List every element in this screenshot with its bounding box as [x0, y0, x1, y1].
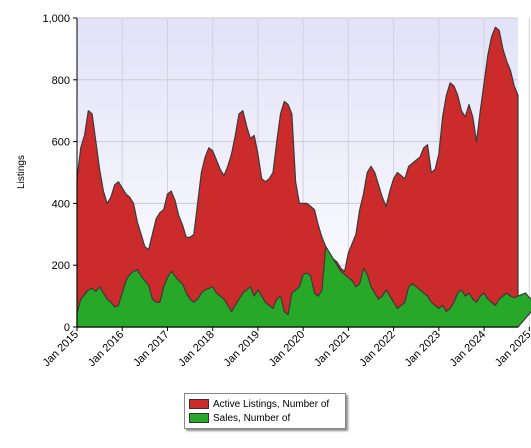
legend-label-sales: Sales, Number of — [213, 412, 291, 424]
y-tick-label: 400 — [52, 198, 70, 210]
y-tick-labels: 0 200 400 600 800 1,000 — [42, 13, 70, 334]
legend-item-active: Active Listings, Number of — [189, 397, 341, 411]
y-tick-label: 0 — [64, 322, 70, 334]
y-tick-label: 200 — [52, 260, 70, 272]
axes — [73, 17, 530, 331]
y-tick-label: 600 — [52, 137, 70, 149]
y-axis-label: Listings — [16, 155, 27, 189]
area-series-0 — [76, 26, 519, 328]
area-series — [76, 26, 531, 328]
x-tick-labels: Jan 2015 Jan 2016 Jan 2017 Jan 2018 Jan 2019… — [41, 329, 531, 369]
legend-label-active: Active Listings, Number of — [213, 398, 330, 410]
x-tick-label: Jan 2020 — [267, 329, 307, 369]
legend-swatch-active — [189, 399, 209, 409]
x-tick-label: Jan 2025 — [493, 329, 531, 369]
x-tick-label: Jan 2015 — [41, 329, 81, 369]
x-tick-label: Jan 2021 — [312, 329, 352, 369]
y-tick-label: 1,000 — [42, 13, 70, 25]
legend-item-sales: Sales, Number of — [189, 411, 341, 425]
x-tick-label: Jan 2016 — [86, 329, 126, 369]
x-tick-label: Jan 2024 — [448, 329, 488, 369]
area-series-1 — [76, 246, 531, 328]
legend-swatch-sales — [189, 413, 209, 423]
x-tick-label: Jan 2022 — [357, 329, 397, 369]
x-tick-label: Jan 2018 — [176, 329, 216, 369]
legend: Active Listings, Number of Sales, Number… — [184, 393, 346, 429]
x-tick-label: Jan 2023 — [402, 329, 442, 369]
x-tick-label: Jan 2019 — [222, 329, 262, 369]
x-tick-label: Jan 2017 — [131, 329, 171, 369]
y-tick-label: 800 — [52, 75, 70, 87]
